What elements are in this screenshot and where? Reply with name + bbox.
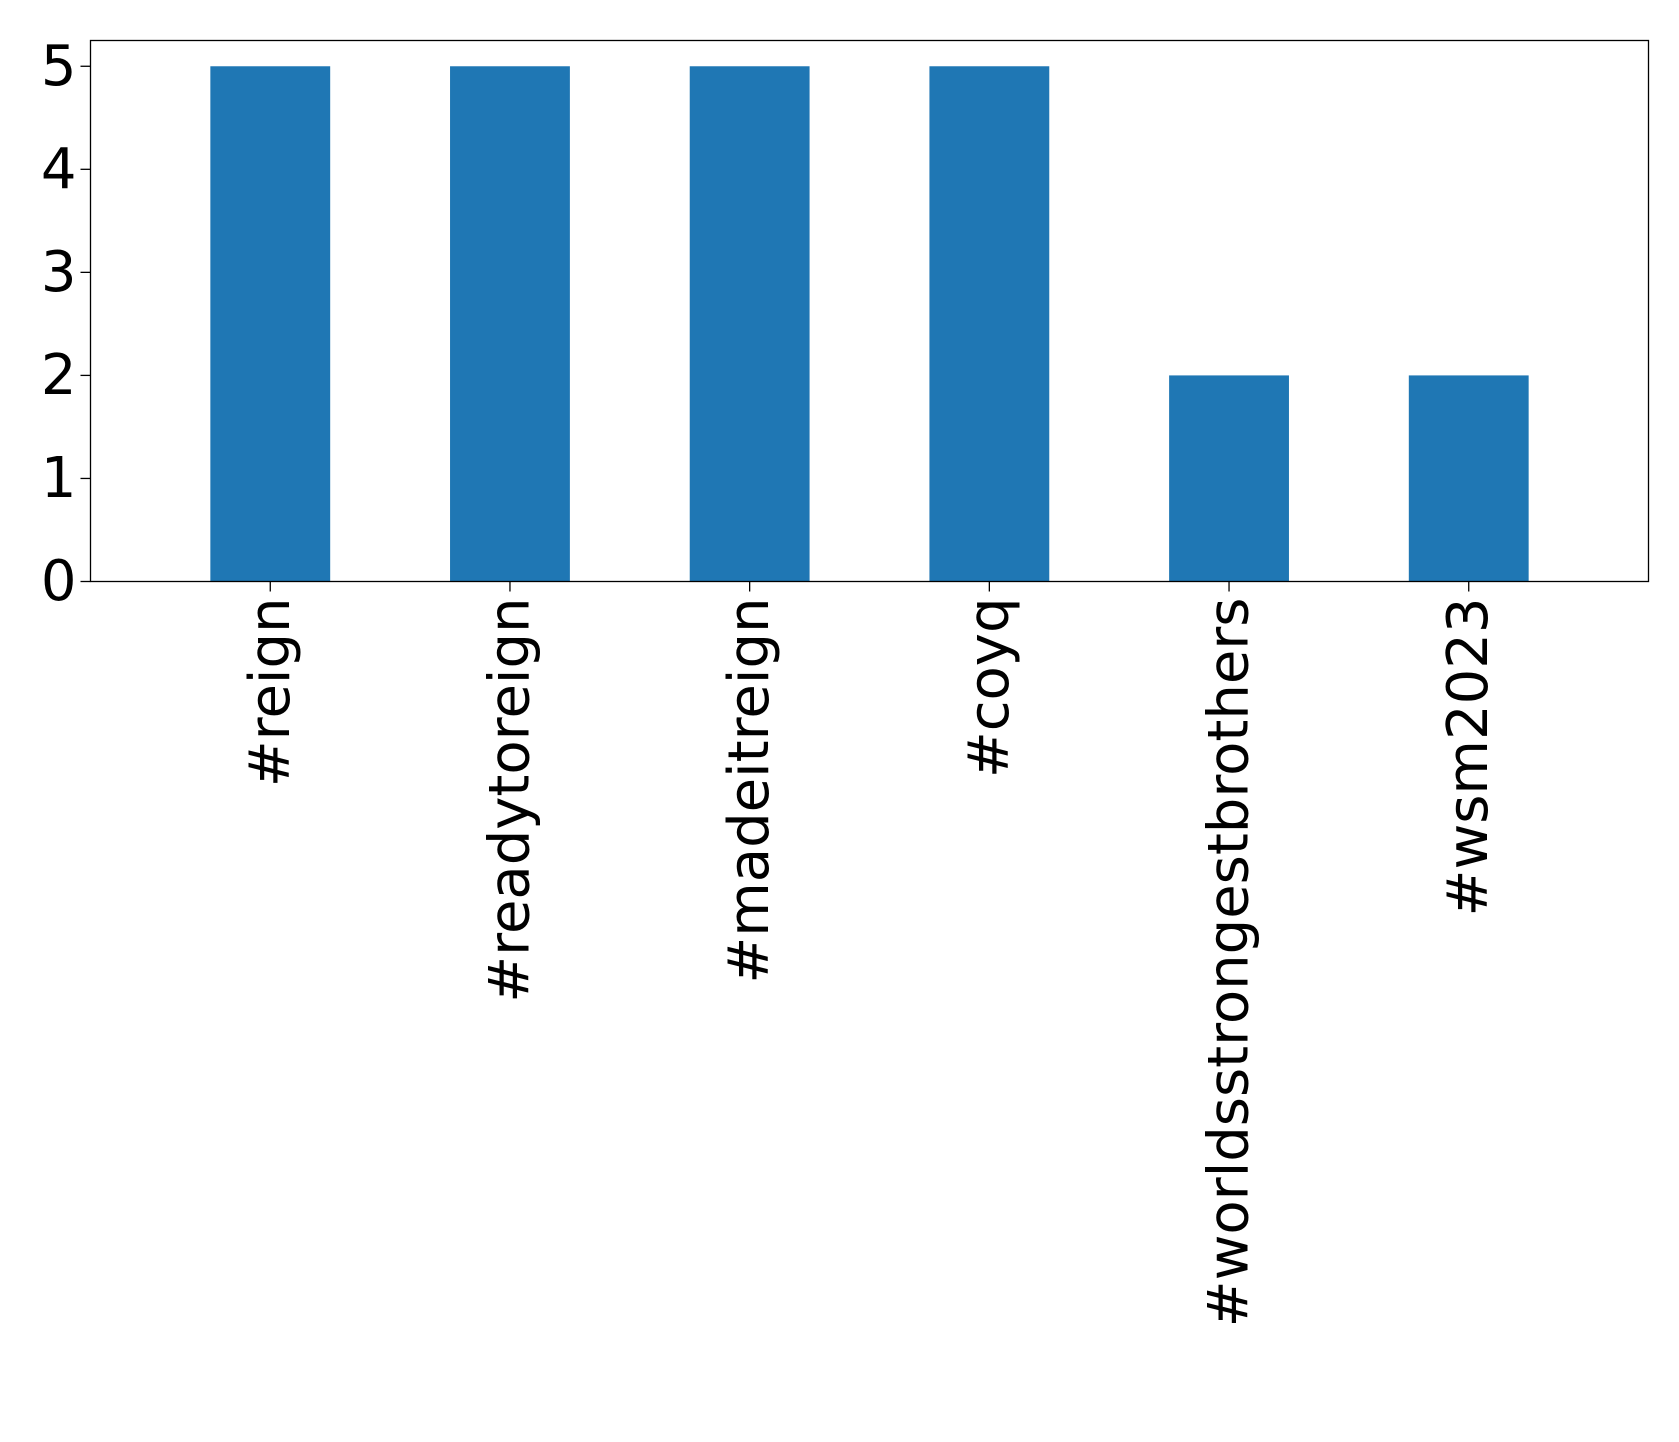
y-tick-label: 4 — [41, 137, 77, 202]
x-axis: #reign #readytoreign #madeitreign #coyq #wor… — [238, 581, 1501, 1328]
x-tick-label: #coyq — [957, 598, 1022, 779]
y-tick-label: 5 — [41, 34, 77, 99]
bar-reign — [210, 66, 331, 582]
y-tick-label: 1 — [41, 446, 77, 511]
x-tick-label: #readytoreign — [477, 598, 542, 1003]
y-tick-label: 2 — [41, 343, 77, 408]
bar-coyq — [929, 66, 1050, 582]
y-tick-label: 3 — [41, 240, 77, 305]
x-tick-label: #wsm2023 — [1436, 598, 1501, 917]
y-tick-label: 0 — [41, 549, 77, 614]
bar-readytoreign — [450, 66, 570, 582]
x-tick-label: #madeitreign — [717, 597, 782, 983]
y-axis: 0 1 2 3 4 5 — [41, 34, 91, 614]
x-tick-label: #reign — [238, 598, 303, 788]
plot-frame — [89, 39, 1650, 583]
x-tick-label: #worldsstrongestbrothers — [1197, 598, 1262, 1328]
bar-madeitreign — [689, 66, 810, 582]
bar-worldsstrongestbrothers — [1169, 375, 1289, 582]
bars-group — [210, 66, 1529, 582]
bar-wsm2023 — [1408, 375, 1529, 582]
